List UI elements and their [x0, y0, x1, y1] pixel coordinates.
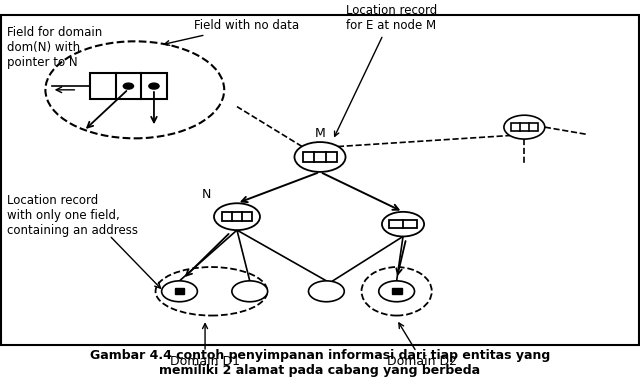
Bar — [511, 123, 538, 131]
Bar — [175, 288, 184, 294]
Text: Location record
for E at node M: Location record for E at node M — [335, 4, 436, 136]
Circle shape — [162, 281, 197, 302]
Circle shape — [214, 203, 260, 230]
Bar — [222, 212, 252, 221]
Text: N: N — [202, 188, 211, 202]
Text: Domain D2: Domain D2 — [387, 323, 457, 368]
Text: Domain D1: Domain D1 — [170, 324, 240, 368]
Circle shape — [124, 83, 134, 89]
Text: Gambar 4.4 contoh penyimpanan informasi dari tiap entitas yang
memiliki 2 alamat: Gambar 4.4 contoh penyimpanan informasi … — [90, 349, 550, 377]
Text: Location record
with only one field,
containing an address: Location record with only one field, con… — [7, 194, 138, 237]
Text: Field for domain
dom(N) with
pointer to N: Field for domain dom(N) with pointer to … — [7, 26, 102, 69]
Circle shape — [294, 142, 346, 172]
Bar — [303, 152, 337, 162]
Circle shape — [382, 212, 424, 237]
Text: M: M — [315, 127, 325, 140]
Circle shape — [379, 281, 415, 302]
Circle shape — [149, 83, 159, 89]
Bar — [90, 73, 167, 99]
Text: Field with no data: Field with no data — [164, 19, 299, 46]
Bar — [392, 288, 401, 294]
Bar — [389, 220, 417, 228]
Circle shape — [232, 281, 268, 302]
Ellipse shape — [45, 41, 224, 138]
Circle shape — [308, 281, 344, 302]
Circle shape — [504, 115, 545, 139]
